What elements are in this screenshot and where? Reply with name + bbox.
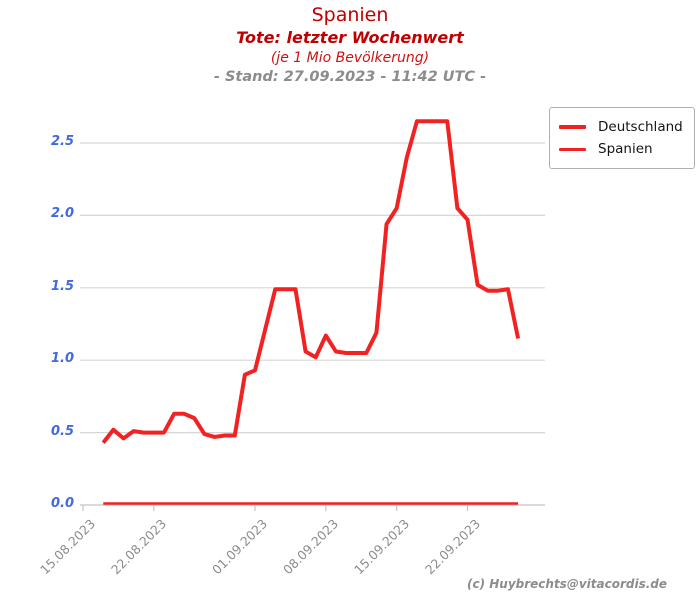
credit-text: (c) Huybrechts@vitacordis.de [466,577,667,591]
legend-label-deutschland: Deutschland [598,119,683,135]
legend-label-spanien: Spanien [598,140,653,157]
y-tick-label: 1.0 [50,351,74,367]
y-tick-label: 2.5 [50,134,74,149]
chart-subtitle: Tote: letzter Wochenwert [236,28,464,47]
deutschland-line [101,119,521,444]
unit-note: (je 1 Mio Bevölkerung) [270,50,430,66]
y-tick-label: 0.0 [50,496,74,511]
y-tick-label: 1.5 [50,278,74,294]
legend-line-deutschland-icon [559,125,586,130]
legend-item-spanien: Spanien [559,140,683,157]
y-tick-label: 2.0 [50,206,74,222]
page-title: Spanien [311,4,389,26]
legend-item-deutschland: Deutschland [559,120,683,135]
stand-timestamp: - Stand: 27.09.2023 - 11:42 UTC - [213,69,487,85]
legend-line-spanien-icon [559,147,586,151]
legend: Deutschland Spanien [549,107,695,169]
y-tick-label: 0.5 [50,423,74,439]
